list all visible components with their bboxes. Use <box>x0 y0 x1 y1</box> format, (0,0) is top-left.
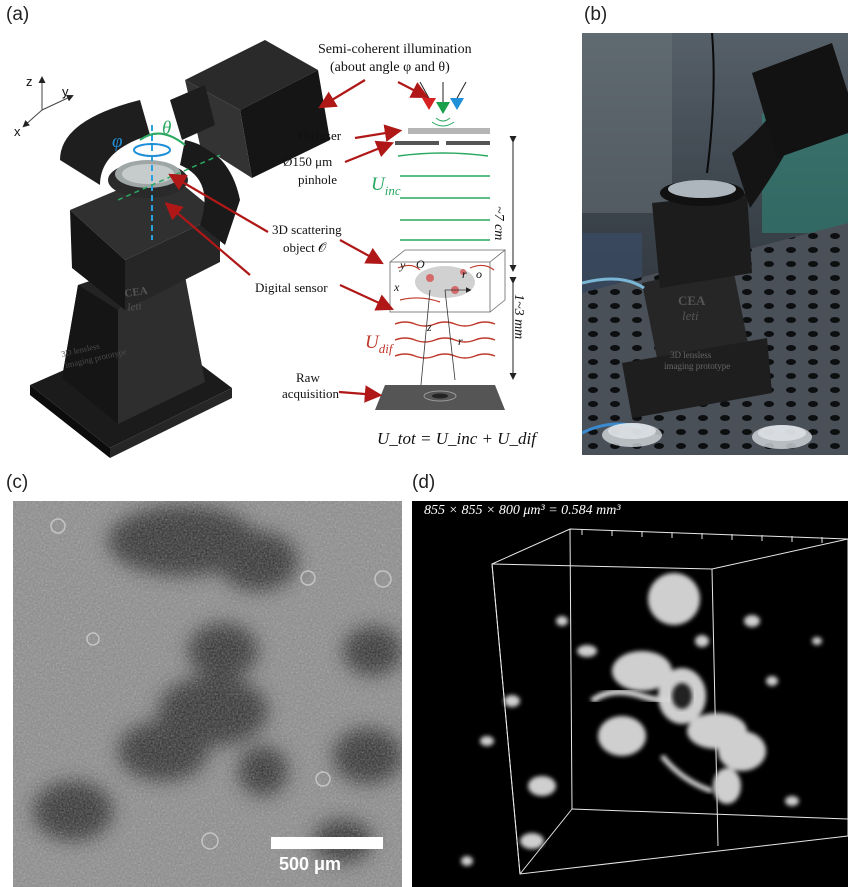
scalebar-label: 500 μm <box>279 854 342 874</box>
device-base <box>30 40 330 458</box>
u-inc-symbol: U <box>371 174 385 195</box>
obj-y-label: y <box>400 258 406 272</box>
obj-z-label: z <box>427 320 432 334</box>
distance-7cm-label: ~7 cm <box>491 206 506 241</box>
panel-a-schematic: CEA leti 3D lensless imaging prototype <box>0 30 575 460</box>
volume-wireframe <box>491 528 848 875</box>
u-dif-label: Udif <box>365 332 392 357</box>
axis-y-label: y <box>62 84 69 99</box>
obj-x-label: x <box>394 280 400 294</box>
raw-label-line1: Raw <box>296 370 320 385</box>
illumination-label-line2: (about angle φ and θ) <box>330 60 450 75</box>
reconstruction-image <box>461 528 848 875</box>
panel-label-d: (d) <box>412 472 436 493</box>
scattering-label-line1: 3D scattering <box>272 222 342 237</box>
volume-ticks <box>581 529 823 543</box>
hologram-image <box>13 501 402 887</box>
u-inc-label: Uinc <box>371 174 401 199</box>
panel-label-b: (b) <box>584 4 608 25</box>
pinhole-label-line1: Ø150 μm <box>283 154 333 169</box>
panel-d-reconstruction: 855 × 855 × 800 μm³ = 0.584 mm³ <box>412 501 848 887</box>
annotation-arrows <box>164 79 429 403</box>
panel-label-a: (a) <box>6 4 30 25</box>
diffracted-waves <box>394 321 496 359</box>
u-inc-subscript: inc <box>384 182 401 198</box>
diffuser-plate <box>408 128 490 134</box>
panel-label-c: (c) <box>6 472 29 493</box>
sensor-label: Digital sensor <box>255 280 328 295</box>
field-equation: U_tot = U_inc + U_dif <box>377 429 536 448</box>
volume-dimension-label: 855 × 855 × 800 μm³ = 0.584 mm³ <box>424 503 621 518</box>
scattering-label-line2: object 𝒪 <box>283 240 327 255</box>
photo-drawing <box>582 33 848 455</box>
photo-engraving-leti: leti <box>682 308 699 323</box>
phi-label: φ <box>112 131 123 152</box>
object-volume <box>389 249 507 313</box>
phi-rotation <box>133 143 171 157</box>
axis-x-label: x <box>14 124 21 139</box>
device-engraving-leti: leti <box>127 300 143 314</box>
diffuser-label: Diffuser <box>298 128 342 143</box>
theta-label: θ <box>162 118 172 139</box>
object-scatter-waves <box>397 264 495 303</box>
photo-engraving-cea: CEA <box>678 293 706 308</box>
incident-waves <box>397 152 490 241</box>
device-engraving-cea: CEA <box>124 285 149 300</box>
u-dif-symbol: U <box>365 332 379 353</box>
scalebar <box>271 837 383 849</box>
obj-o-label: O <box>416 257 425 271</box>
illumination-label-line1: Semi-coherent illumination <box>318 42 472 57</box>
photo-engraving-line2: imaging prototype <box>664 361 731 371</box>
u-dif-subscript: dif <box>378 340 393 356</box>
raw-label-line2: acquisition <box>282 386 340 401</box>
pinhole-label-line2: pinhole <box>298 172 337 187</box>
distance-mm-label: 1~3 mm <box>511 294 526 340</box>
panel-b-photo: CEA leti 3D lensless imaging prototype <box>582 33 848 455</box>
obj-r0-label: r⃗o <box>462 267 483 281</box>
photo-engraving-line1: 3D lensless <box>670 350 712 360</box>
theta-rotation <box>139 132 186 146</box>
axes-triad <box>22 76 74 128</box>
obj-r-label: r⃗ <box>458 334 473 348</box>
panel-c-hologram: 500 μm <box>13 501 402 887</box>
pinhole-left <box>395 141 439 145</box>
axis-z-label: z <box>26 74 33 89</box>
colored-sources <box>419 81 467 127</box>
panel-a-drawing: CEA leti 3D lensless imaging prototype <box>22 40 517 458</box>
